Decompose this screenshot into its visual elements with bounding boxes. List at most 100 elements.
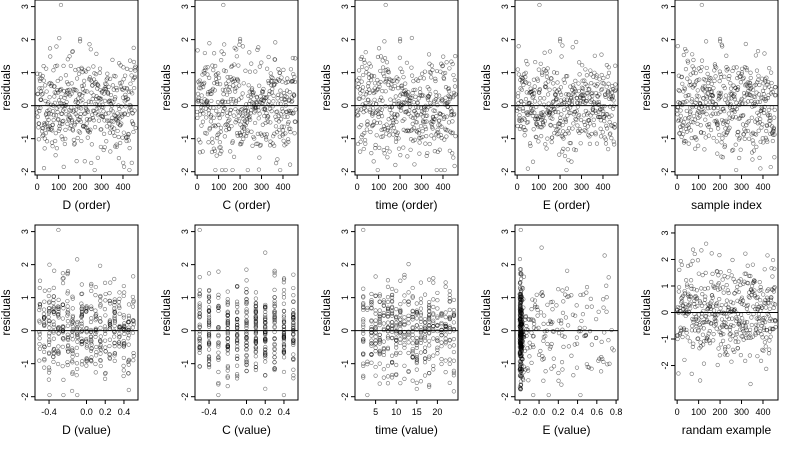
- data-point: [131, 358, 136, 363]
- data-point: [293, 107, 298, 112]
- data-point: [545, 136, 550, 141]
- data-point: [576, 81, 581, 86]
- data-point: [382, 73, 387, 79]
- data-point: [557, 36, 563, 42]
- data-point: [604, 295, 609, 300]
- data-point: [537, 2, 542, 8]
- data-point: [121, 77, 126, 82]
- data-point: [255, 47, 260, 52]
- data-point: [235, 109, 241, 114]
- data-point: [262, 95, 267, 100]
- data-point: [85, 89, 90, 94]
- data-point: [239, 141, 244, 147]
- data-point: [229, 101, 234, 106]
- data-point: [444, 114, 449, 119]
- x-axis-label: randam example: [682, 423, 772, 437]
- data-point: [598, 134, 604, 139]
- data-point: [44, 139, 50, 144]
- data-point: [261, 86, 266, 92]
- data-point: [42, 288, 47, 293]
- data-point: [717, 69, 722, 74]
- data-point: [258, 142, 263, 148]
- data-point: [377, 381, 382, 386]
- y-tick-label: 2: [340, 37, 350, 42]
- data-point: [239, 107, 244, 112]
- data-point: [410, 341, 415, 346]
- data-point: [676, 289, 681, 294]
- data-point: [442, 115, 447, 120]
- data-point: [399, 83, 404, 88]
- data-point: [744, 306, 749, 311]
- data-point: [431, 304, 436, 310]
- data-point: [263, 107, 268, 112]
- data-point: [575, 341, 580, 346]
- data-point: [724, 53, 729, 58]
- data-point: [519, 99, 524, 104]
- data-point: [65, 319, 71, 324]
- data-point: [245, 167, 250, 173]
- data-point: [121, 293, 126, 298]
- x-tick-label: 200: [73, 182, 88, 192]
- data-point: [130, 304, 136, 309]
- data-point: [404, 60, 410, 65]
- data-point: [203, 67, 208, 72]
- data-point: [356, 112, 361, 118]
- data-point: [373, 274, 378, 279]
- data-point: [711, 338, 716, 343]
- data-point: [449, 108, 455, 113]
- data-point: [215, 81, 220, 86]
- data-point: [368, 64, 373, 69]
- data-point: [203, 65, 208, 70]
- data-point: [125, 112, 131, 117]
- data-point: [757, 99, 763, 104]
- data-point: [764, 335, 769, 340]
- x-tick-label: 0.8: [610, 407, 623, 417]
- data-point: [431, 297, 436, 302]
- data-point: [231, 83, 236, 88]
- data-point: [71, 108, 77, 113]
- data-point: [574, 39, 579, 45]
- data-point: [683, 94, 688, 99]
- data-point: [570, 126, 575, 131]
- y-tick-label: 0: [20, 103, 30, 108]
- data-point: [398, 381, 403, 386]
- data-point: [589, 131, 594, 137]
- data-point: [39, 92, 44, 97]
- data-point: [559, 112, 564, 117]
- x-axis-label: time (order): [375, 198, 437, 212]
- data-point: [52, 94, 57, 99]
- data-point: [394, 362, 399, 368]
- data-point: [394, 307, 399, 312]
- data-point: [55, 117, 61, 122]
- data-point: [452, 84, 458, 89]
- data-point: [244, 120, 250, 125]
- data-point: [195, 109, 200, 115]
- data-point: [52, 100, 58, 105]
- data-point: [412, 162, 417, 167]
- data-point: [95, 82, 100, 88]
- data-point: [102, 338, 108, 343]
- data-point: [101, 147, 106, 153]
- data-point: [396, 146, 402, 151]
- data-point: [415, 101, 420, 106]
- plot-frame: [354, 0, 459, 176]
- data-point: [96, 118, 102, 123]
- data-point: [587, 141, 592, 146]
- data-point: [700, 332, 706, 337]
- data-point: [410, 115, 416, 120]
- data-point: [47, 262, 52, 267]
- y-tick-label: 1: [500, 295, 510, 300]
- data-point: [238, 122, 243, 127]
- data-point: [712, 78, 717, 83]
- data-point: [292, 79, 298, 84]
- data-point: [63, 73, 68, 78]
- data-point: [402, 376, 407, 381]
- data-point: [531, 94, 536, 99]
- data-point: [588, 296, 593, 301]
- data-point: [293, 119, 298, 124]
- data-point: [523, 128, 528, 133]
- data-point: [728, 86, 734, 91]
- x-tick-label: 0.2: [552, 407, 565, 417]
- data-point: [684, 108, 689, 114]
- data-point: [409, 35, 414, 41]
